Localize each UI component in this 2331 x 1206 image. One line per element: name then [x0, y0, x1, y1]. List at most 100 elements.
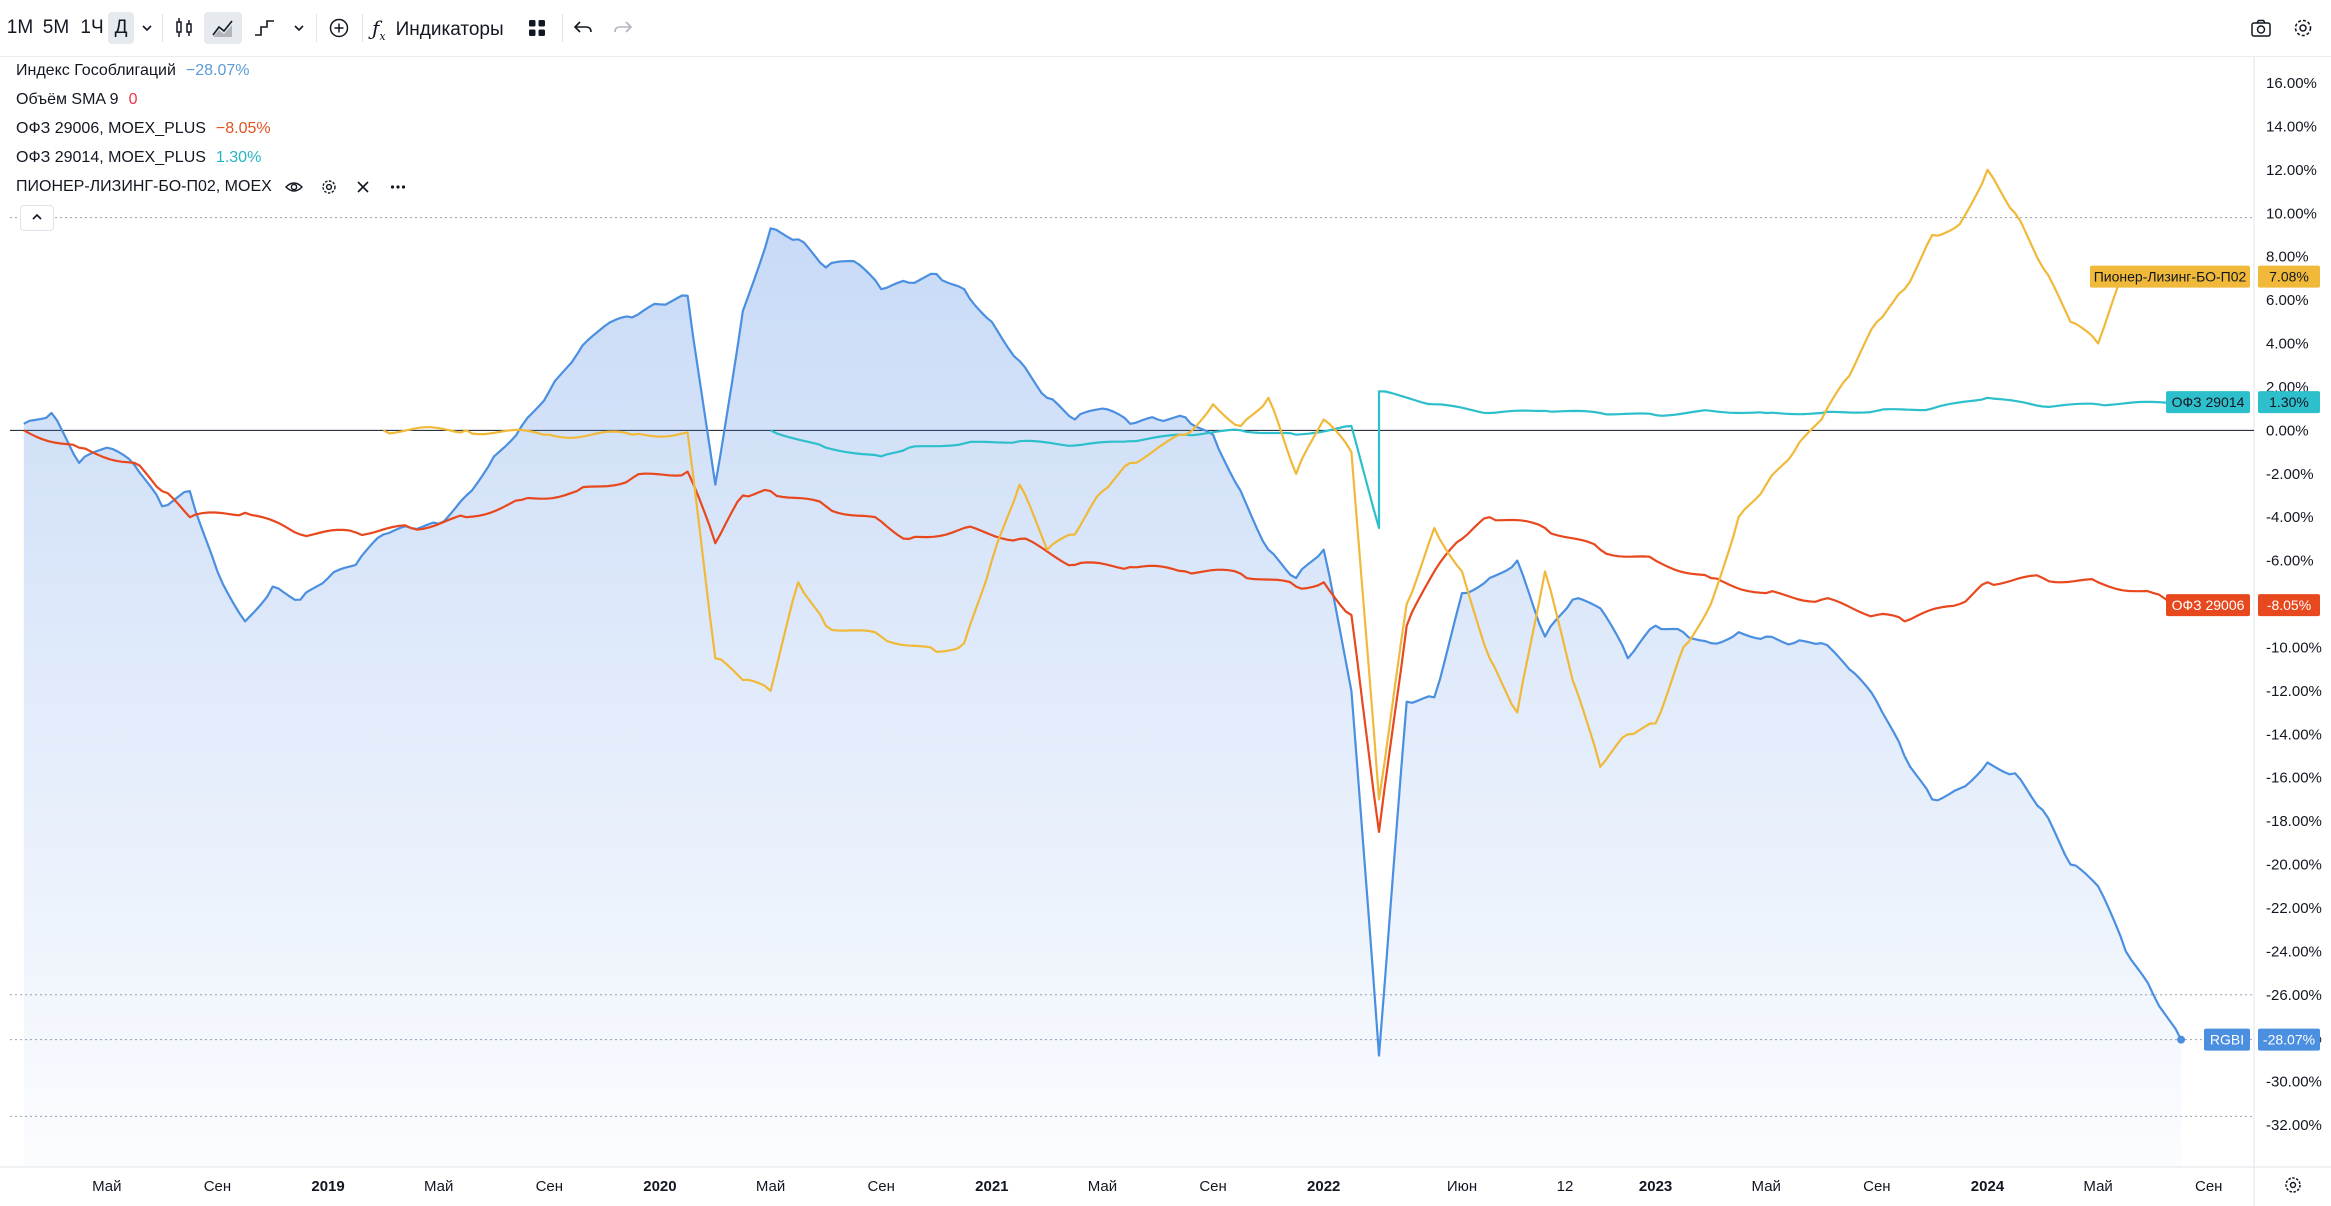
x-tick-label: Май: [2083, 1178, 2112, 1195]
legend-title: Объём SMA 9: [16, 91, 119, 108]
rgbi-area-fill: [23, 228, 2182, 1167]
y-tick-label: 10.00%: [2266, 205, 2317, 222]
compare-add-symbol-icon[interactable]: [322, 12, 356, 44]
redo-arrow-icon[interactable]: [606, 12, 640, 44]
x-tick-label: Сен: [536, 1178, 563, 1195]
x-tick-label: Май: [92, 1178, 121, 1195]
x-tick-label: 12: [1557, 1178, 1574, 1195]
x-tick-label: Июн: [1447, 1178, 1477, 1195]
legend-title: Индекс Гособлигаций: [16, 62, 176, 79]
x-tick-label: 2021: [975, 1178, 1008, 1195]
y-tick-label: -24.00%: [2266, 943, 2322, 960]
visibility-eye-icon[interactable]: [282, 175, 306, 199]
top-toolbar: 1М 5М 1Ч Д ƒx Индикаторы: [0, 0, 2331, 57]
x-tick-label: Сен: [204, 1178, 231, 1195]
price-tag-value-ofz29014: 1.30%: [2269, 394, 2309, 410]
price-tag-name-ofz29006: ОФЗ 29006: [2172, 597, 2245, 613]
y-tick-label: -20.00%: [2266, 857, 2322, 874]
price-tag-value-bg-ofz29006: [2258, 594, 2320, 617]
legend-collapse-chevron-up-icon[interactable]: [20, 205, 54, 231]
interval-5m-button[interactable]: 5М: [42, 17, 70, 38]
x-tick-label: 2020: [643, 1178, 676, 1195]
legend-value: 0: [128, 91, 138, 108]
x-tick-label: 2023: [1639, 1178, 1672, 1195]
x-tick-label: Май: [424, 1178, 453, 1195]
chart-pane[interactable]: 16.00% 14.00% 12.00% 10.00% 8.00% 6.00% 4.00% 2…: [0, 57, 2331, 1206]
legend-title: ПИОНЕР-ЛИЗИНГ-БО-П02, MOEX: [16, 178, 272, 195]
legend-row-ofz-29006[interactable]: ОФЗ 29006, MOEX_PLUS −8.05%: [16, 117, 271, 141]
x-tick-label: Май: [1088, 1178, 1117, 1195]
y-tick-label: -14.00%: [2266, 726, 2322, 743]
price-tag-name-ofz29014: ОФЗ 29014: [2172, 394, 2245, 410]
legend-row-pioneer-leasing[interactable]: ПИОНЕР-ЛИЗИНГ-БО-П02, MOEX: [16, 175, 410, 199]
x-tick-label: Сен: [1863, 1178, 1890, 1195]
x-tick-label: 2022: [1307, 1178, 1340, 1195]
legend-value: −28.07%: [185, 62, 250, 79]
series-settings-gear-icon[interactable]: [317, 175, 341, 199]
price-tag-value-bg-pioneer: [2258, 265, 2320, 288]
series-line-rgbi: [23, 227, 2183, 1057]
legend-row-volume-sma[interactable]: Объём SMA 9 0: [16, 88, 137, 112]
series-line-pioneer-leasing: [382, 168, 2182, 801]
y-tick-label: 0.00%: [2266, 422, 2309, 439]
x-tick-label: Сен: [1199, 1178, 1226, 1195]
price-tag-name-pioneer: Пионер-Лизинг-БО-П02: [2094, 269, 2247, 285]
y-tick-label: 8.00%: [2266, 249, 2309, 266]
price-tag-name-rgbi: RGBI: [2210, 1032, 2244, 1048]
more-options-ellipsis-icon[interactable]: [386, 175, 410, 199]
price-tag-name-bg-rgbi: [2204, 1028, 2250, 1051]
price-chart[interactable]: 16.00% 14.00% 12.00% 10.00% 8.00% 6.00% 4.00% 2…: [0, 57, 2331, 1206]
y-tick-label: -6.00%: [2266, 553, 2314, 570]
interval-1h-button[interactable]: 1Ч: [80, 17, 104, 38]
remove-series-close-icon[interactable]: [351, 175, 375, 199]
rgbi-last-point: [2177, 1035, 2186, 1044]
x-tick-label: Сен: [2195, 1178, 2222, 1195]
templates-grid-icon[interactable]: [520, 12, 554, 44]
price-tag-name-bg-ofz29006: [2166, 594, 2250, 617]
x-tick-label: Май: [756, 1178, 785, 1195]
y-tick-label: 6.00%: [2266, 292, 2309, 309]
legend-value: 1.30%: [215, 149, 262, 166]
y-tick-label: -12.00%: [2266, 683, 2322, 700]
legend-value: −8.05%: [215, 120, 271, 137]
price-tag-value-ofz29006: -8.05%: [2267, 597, 2311, 613]
price-tag-name-bg-pioneer: [2090, 265, 2250, 288]
time-axis-settings-gear-icon[interactable]: [2285, 1177, 2301, 1193]
series-line-ofz-29006: [23, 429, 2182, 833]
indicators-button[interactable]: ƒx Индикаторы: [372, 12, 510, 44]
interval-day-button[interactable]: Д: [108, 12, 134, 44]
indicators-label: Индикаторы: [395, 19, 504, 40]
y-tick-label: -4.00%: [2266, 509, 2314, 526]
price-tag-value-bg-rgbi: [2258, 1028, 2320, 1051]
y-tick-label: -22.00%: [2266, 900, 2322, 917]
legend-title: ОФЗ 29006, MOEX_PLUS: [16, 120, 206, 137]
y-tick-label: -26.00%: [2266, 987, 2322, 1004]
undo-arrow-icon[interactable]: [566, 12, 600, 44]
series-line-ofz-29014: [770, 390, 2182, 530]
interval-dropdown-chevron-icon[interactable]: [136, 12, 158, 44]
interval-1m-button[interactable]: 1М: [6, 17, 34, 38]
legend-row-rgbi[interactable]: Индекс Гособлигаций −28.07%: [16, 59, 250, 83]
screenshot-camera-icon[interactable]: [2244, 12, 2278, 44]
y-tick-label: 4.00%: [2266, 336, 2309, 353]
y-tick-label: -10.00%: [2266, 639, 2322, 656]
y-tick-label: -30.00%: [2266, 1074, 2322, 1091]
x-tick-label: Сен: [867, 1178, 894, 1195]
chart-type-dropdown-chevron-icon[interactable]: [288, 12, 310, 44]
price-tag-name-bg-ofz29014: [2166, 391, 2250, 414]
area-chart-type-icon[interactable]: [204, 12, 242, 44]
candles-chart-type-icon[interactable]: [166, 12, 202, 44]
x-tick-label: Май: [1752, 1178, 1781, 1195]
legend-row-ofz-29014[interactable]: ОФЗ 29014, MOEX_PLUS 1.30%: [16, 146, 261, 170]
y-tick-label: 16.00%: [2266, 75, 2317, 92]
y-tick-label: 14.00%: [2266, 118, 2317, 135]
line-step-chart-type-icon[interactable]: [248, 12, 282, 44]
y-tick-label: -32.00%: [2266, 1117, 2322, 1134]
price-tag-value-pioneer: 7.08%: [2269, 269, 2309, 285]
settings-gear-icon[interactable]: [2286, 12, 2320, 44]
y-tick-label: -18.00%: [2266, 813, 2322, 830]
x-tick-label: 2019: [311, 1178, 344, 1195]
price-tag-value-bg-ofz29014: [2258, 391, 2320, 414]
price-tag-value-rgbi: -28.07%: [2263, 1032, 2315, 1048]
legend-title: ОФЗ 29014, MOEX_PLUS: [16, 149, 206, 166]
